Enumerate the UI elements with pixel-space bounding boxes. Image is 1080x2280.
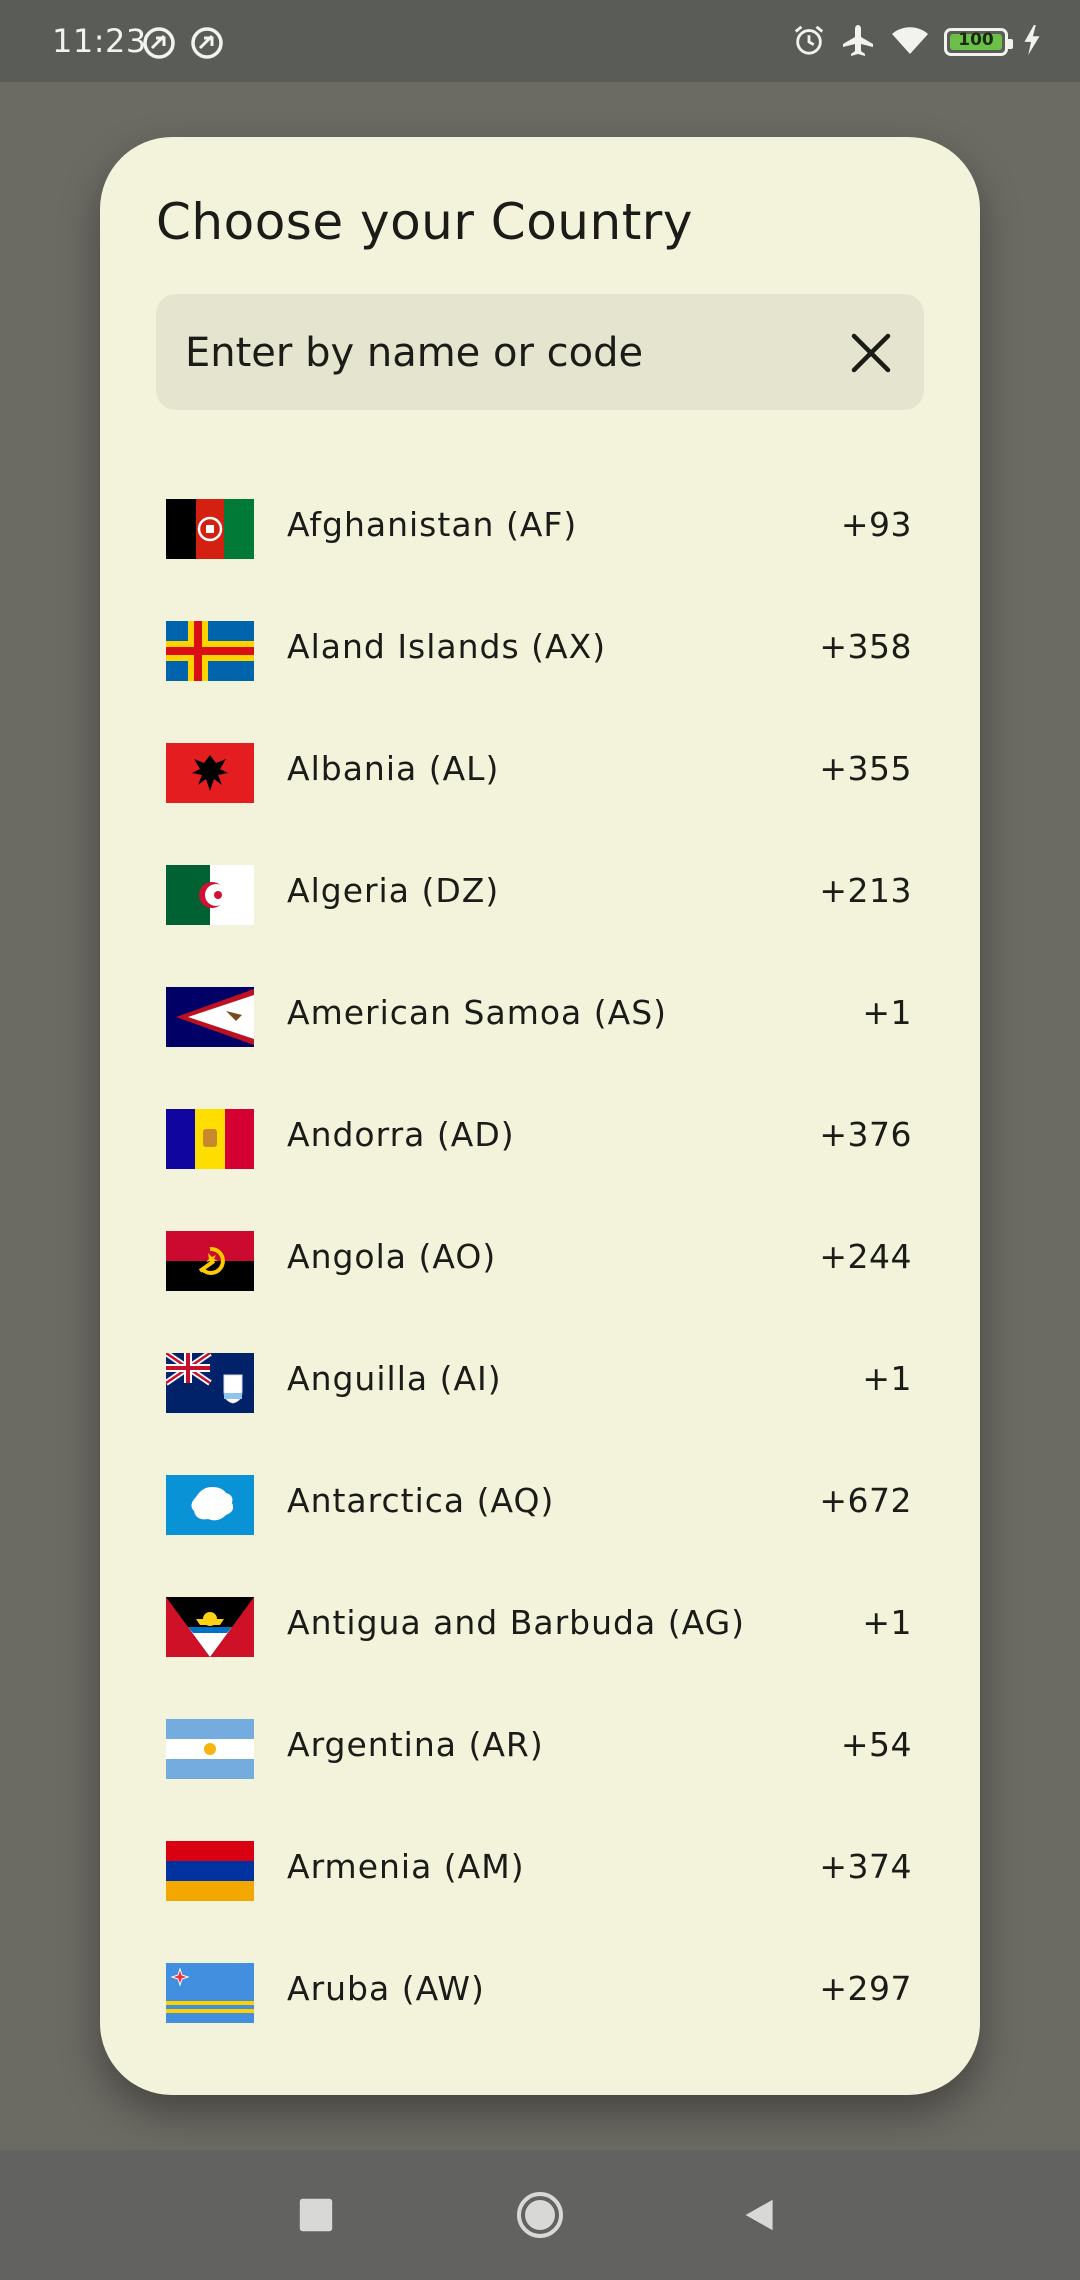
recents-button[interactable] (256, 2150, 376, 2280)
country-row[interactable]: Aland Islands (AX) +358 (156, 581, 924, 703)
dial-code: +213 (819, 871, 912, 910)
country-name: Angola (AO) (287, 1237, 497, 1276)
country-name: Armenia (AM) (287, 1847, 525, 1886)
country-name: Andorra (AD) (287, 1115, 515, 1154)
notification-icon (190, 26, 224, 60)
square-icon (299, 2198, 333, 2232)
dial-code: +54 (840, 1725, 912, 1764)
country-name: Aland Islands (AX) (287, 627, 607, 666)
country-name: Algeria (DZ) (287, 871, 500, 910)
dial-code: +376 (819, 1115, 912, 1154)
country-name: Albania (AL) (287, 749, 500, 788)
flag-am-icon (166, 1841, 254, 1901)
close-icon (851, 333, 891, 373)
clear-search-button[interactable] (848, 330, 894, 376)
circle-icon (517, 2192, 563, 2238)
status-icons: 100 (792, 22, 1042, 62)
flag-aw-icon (166, 1963, 254, 2023)
country-row[interactable]: Afghanistan (AF) +93 (156, 459, 924, 581)
country-row[interactable]: American Samoa (AS) +1 (156, 947, 924, 1069)
country-row[interactable]: Algeria (DZ) +213 (156, 825, 924, 947)
battery-level: 100 (958, 30, 994, 50)
dial-code: +672 (819, 1481, 912, 1520)
country-row[interactable]: Argentina (AR) +54 (156, 1679, 924, 1801)
country-row[interactable]: Aruba (AW) +297 (156, 1923, 924, 2045)
country-row[interactable]: Albania (AL) +355 (156, 703, 924, 825)
dial-code: +244 (819, 1237, 912, 1276)
flag-ai-icon (166, 1353, 254, 1413)
search-input[interactable] (183, 294, 827, 412)
battery-icon: 100 (944, 28, 1013, 56)
flag-ao-icon (166, 1231, 254, 1291)
home-button[interactable] (480, 2150, 600, 2280)
notification-icon (142, 26, 176, 60)
status-bar: 11:23 100 (0, 0, 1080, 82)
dial-code: +297 (819, 1969, 912, 2008)
navigation-bar (0, 2150, 1080, 2280)
country-row[interactable]: Andorra (AD) +376 (156, 1069, 924, 1191)
dialog-title: Choose your Country (156, 193, 693, 251)
country-row[interactable]: Antarctica (AQ) +672 (156, 1435, 924, 1557)
country-name: Aruba (AW) (287, 1969, 485, 2008)
status-time: 11:23 (52, 22, 147, 60)
search-box (156, 294, 924, 412)
flag-ax-icon (166, 621, 254, 681)
country-name: American Samoa (AS) (287, 993, 668, 1032)
dial-code: +1 (862, 1603, 912, 1642)
country-row[interactable]: Angola (AO) +244 (156, 1191, 924, 1313)
flag-aq-icon (166, 1475, 254, 1535)
back-button[interactable] (700, 2150, 820, 2280)
country-list: Afghanistan (AF) +93 Aland Islands (AX) … (156, 459, 924, 2045)
flag-af-icon (166, 499, 254, 559)
charging-icon (1022, 24, 1042, 60)
flag-al-icon (166, 743, 254, 803)
country-row[interactable]: Antigua and Barbuda (AG) +1 (156, 1557, 924, 1679)
flag-ag-icon (166, 1597, 254, 1657)
country-name: Anguilla (AI) (287, 1359, 502, 1398)
country-row[interactable]: Armenia (AM) +374 (156, 1801, 924, 1923)
dial-code: +93 (840, 505, 912, 544)
country-name: Antigua and Barbuda (AG) (287, 1603, 746, 1642)
dial-code: +358 (819, 627, 912, 666)
wifi-icon (890, 24, 930, 60)
country-name: Antarctica (AQ) (287, 1481, 555, 1520)
dial-code: +1 (862, 993, 912, 1032)
back-triangle-icon (745, 2199, 773, 2231)
dial-code: +374 (819, 1847, 912, 1886)
dial-code: +1 (862, 1359, 912, 1398)
flag-dz-icon (166, 865, 254, 925)
country-picker-dialog: Choose your Country Afghanistan (AF) +93… (100, 137, 980, 2095)
airplane-mode-icon (840, 22, 876, 62)
country-name: Argentina (AR) (287, 1725, 544, 1764)
flag-ar-icon (166, 1719, 254, 1779)
alarm-icon (792, 23, 826, 61)
country-row[interactable]: Anguilla (AI) +1 (156, 1313, 924, 1435)
dial-code: +355 (819, 749, 912, 788)
flag-ad-icon (166, 1109, 254, 1169)
country-name: Afghanistan (AF) (287, 505, 578, 544)
flag-as-icon (166, 987, 254, 1047)
